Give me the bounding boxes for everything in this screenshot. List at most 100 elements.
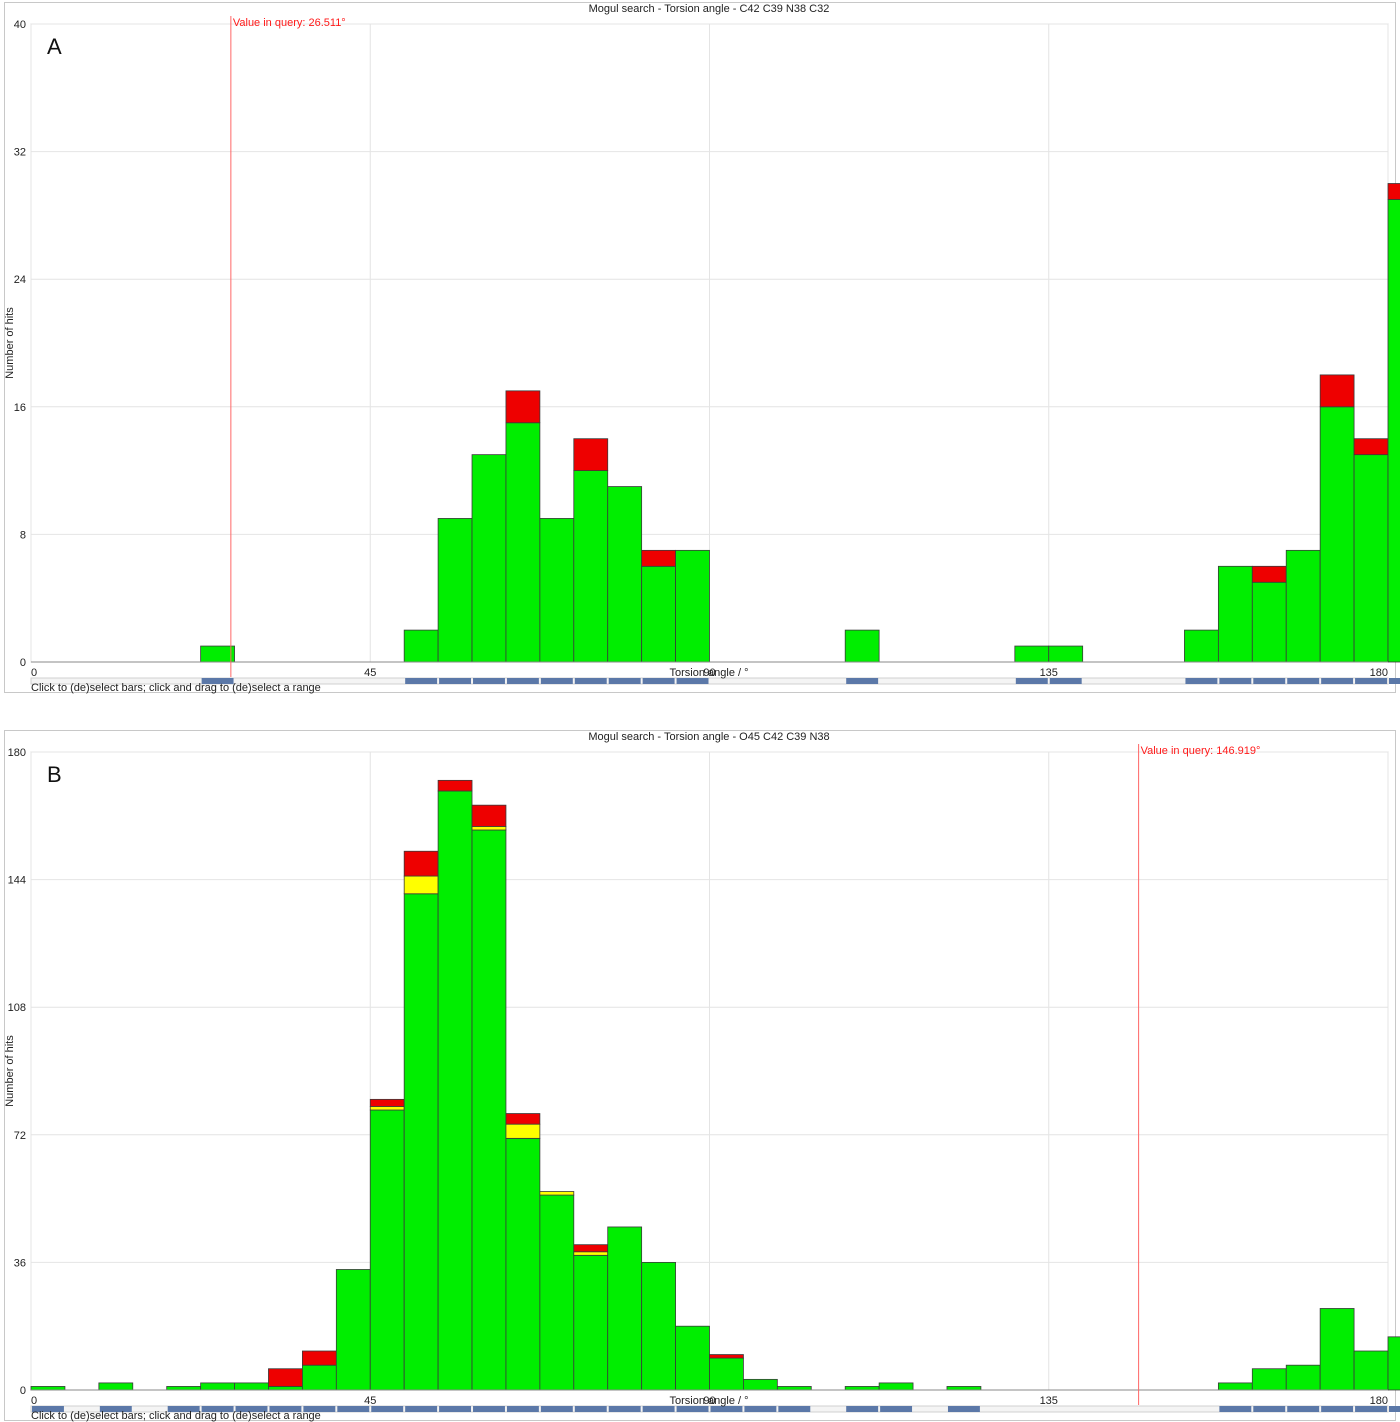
bar-segment-red[interactable] <box>1353 438 1389 456</box>
bin-selector[interactable] <box>540 678 573 684</box>
bin-selector[interactable] <box>1389 1406 1400 1412</box>
bar-segment-yellow[interactable] <box>369 1106 405 1111</box>
bin-selector[interactable] <box>201 1406 234 1412</box>
bar-segment-red[interactable] <box>403 850 439 877</box>
bin-selector[interactable] <box>201 678 234 684</box>
bin-selector[interactable] <box>642 1406 675 1412</box>
bin-selector[interactable] <box>846 1406 879 1412</box>
bar-segment-green[interactable] <box>1048 645 1084 663</box>
bin-selector[interactable] <box>1321 678 1354 684</box>
bin-selector[interactable] <box>1253 1406 1286 1412</box>
bar-segment-red[interactable] <box>505 390 541 424</box>
bar-segment-red[interactable] <box>437 779 473 792</box>
bar-segment-green[interactable] <box>641 1262 676 1391</box>
bin-selector[interactable] <box>167 1406 200 1412</box>
bar-segment-green[interactable] <box>1319 406 1355 663</box>
bar-segment-yellow[interactable] <box>539 1191 575 1196</box>
bin-selector[interactable] <box>32 1406 64 1412</box>
bin-selector[interactable] <box>473 678 505 684</box>
bar-segment-green[interactable] <box>675 549 710 663</box>
bin-selector[interactable] <box>1355 1406 1387 1412</box>
bar-segment-green[interactable] <box>369 1109 405 1391</box>
bar-segment-yellow[interactable] <box>505 1123 541 1139</box>
bar-segment-red[interactable] <box>301 1350 337 1366</box>
bin-selector[interactable] <box>880 1406 913 1412</box>
bin-selector[interactable] <box>676 1406 709 1412</box>
bar-segment-green[interactable] <box>98 1382 134 1391</box>
bin-selector[interactable] <box>1049 678 1082 684</box>
bar-segment-green[interactable] <box>573 1254 609 1391</box>
bar-segment-green[interactable] <box>1285 1364 1321 1391</box>
bar-segment-green[interactable] <box>30 1386 66 1391</box>
bar-segment-green[interactable] <box>539 518 575 663</box>
bar-segment-green[interactable] <box>675 1325 710 1391</box>
bar-segment-green[interactable] <box>471 454 507 663</box>
bin-selector[interactable] <box>506 678 539 684</box>
bar-segment-green[interactable] <box>844 629 880 663</box>
bar-segment-red[interactable] <box>1387 183 1400 200</box>
bin-selector[interactable] <box>1287 1406 1320 1412</box>
bar-segment-green[interactable] <box>946 1386 982 1391</box>
bar-segment-yellow[interactable] <box>573 1251 609 1256</box>
bar-segment-green[interactable] <box>166 1386 202 1391</box>
bin-selector[interactable] <box>608 1406 641 1412</box>
bar-segment-green[interactable] <box>1353 1350 1389 1391</box>
bin-selector[interactable] <box>947 1406 980 1412</box>
bar-segment-green[interactable] <box>437 518 473 663</box>
bars[interactable] <box>200 183 1400 663</box>
bar-segment-green[interactable] <box>1217 1382 1253 1391</box>
bin-selector[interactable] <box>1389 678 1400 684</box>
bin-selector[interactable] <box>710 1406 743 1412</box>
bin-selector[interactable] <box>473 1406 505 1412</box>
bar-segment-green[interactable] <box>234 1382 269 1391</box>
bar-segment-green[interactable] <box>844 1386 880 1391</box>
bar-segment-green[interactable] <box>641 565 676 663</box>
bin-selector[interactable] <box>642 678 675 684</box>
bin-selector[interactable] <box>99 1406 132 1412</box>
bar-segment-red[interactable] <box>471 804 507 827</box>
bin-selector[interactable] <box>1321 1406 1354 1412</box>
bin-selector[interactable] <box>405 678 438 684</box>
bar-segment-green[interactable] <box>403 893 439 1391</box>
bar-segment-green[interactable] <box>1285 549 1321 663</box>
bar-segment-green[interactable] <box>573 470 609 663</box>
bin-selector[interactable] <box>1219 1406 1252 1412</box>
bin-selector[interactable] <box>506 1406 539 1412</box>
bar-segment-green[interactable] <box>1387 199 1400 663</box>
bar-segment-red[interactable] <box>709 1354 744 1359</box>
bin-selector[interactable] <box>235 1406 268 1412</box>
bin-selector[interactable] <box>1219 678 1252 684</box>
bin-selector[interactable] <box>778 1406 811 1412</box>
bin-selector[interactable] <box>574 1406 607 1412</box>
bar-segment-green[interactable] <box>1251 581 1287 663</box>
bar-segment-green[interactable] <box>1251 1368 1287 1391</box>
bar-segment-red[interactable] <box>505 1113 541 1125</box>
bin-selector[interactable] <box>540 1406 573 1412</box>
bar-segment-green[interactable] <box>743 1378 778 1391</box>
bar-segment-red[interactable] <box>1251 565 1287 583</box>
bin-selector[interactable] <box>371 1406 404 1412</box>
bar-segment-green[interactable] <box>539 1194 575 1391</box>
bar-segment-green[interactable] <box>607 486 643 663</box>
bar-segment-green[interactable] <box>403 629 439 663</box>
bar-segment-green[interactable] <box>1353 454 1389 663</box>
bar-segment-green[interactable] <box>200 645 235 663</box>
bin-selector[interactable] <box>676 678 709 684</box>
bar-segment-green[interactable] <box>1217 565 1253 663</box>
bar-segment-red[interactable] <box>573 1244 609 1253</box>
bin-selector-strip[interactable] <box>30 677 1400 685</box>
bin-selector[interactable] <box>1355 678 1387 684</box>
bin-selector[interactable] <box>439 1406 472 1412</box>
bin-selector[interactable] <box>1185 678 1218 684</box>
bin-selector[interactable] <box>337 1406 370 1412</box>
bar-segment-green[interactable] <box>878 1382 914 1391</box>
bar-segment-green[interactable] <box>607 1226 643 1391</box>
bin-selector[interactable] <box>1287 678 1320 684</box>
bar-segment-green[interactable] <box>776 1386 812 1391</box>
bar-segment-green[interactable] <box>709 1357 744 1391</box>
bin-selector[interactable] <box>1015 678 1048 684</box>
bar-segment-green[interactable] <box>1014 645 1050 663</box>
bar-segment-green[interactable] <box>200 1382 235 1391</box>
bin-selector[interactable] <box>405 1406 438 1412</box>
bar-segment-green[interactable] <box>1184 629 1219 663</box>
